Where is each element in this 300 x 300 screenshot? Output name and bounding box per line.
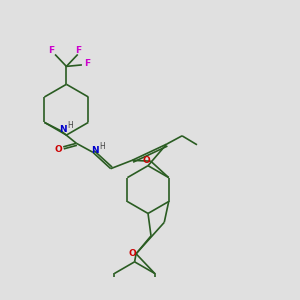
Text: N: N <box>92 146 99 155</box>
Text: F: F <box>48 46 55 56</box>
Text: O: O <box>128 249 136 258</box>
Text: H: H <box>100 142 105 152</box>
Text: O: O <box>55 145 62 154</box>
Text: F: F <box>84 59 90 68</box>
Text: F: F <box>75 46 81 55</box>
Text: H: H <box>68 121 73 130</box>
Text: N: N <box>59 125 67 134</box>
Text: O: O <box>143 155 151 164</box>
